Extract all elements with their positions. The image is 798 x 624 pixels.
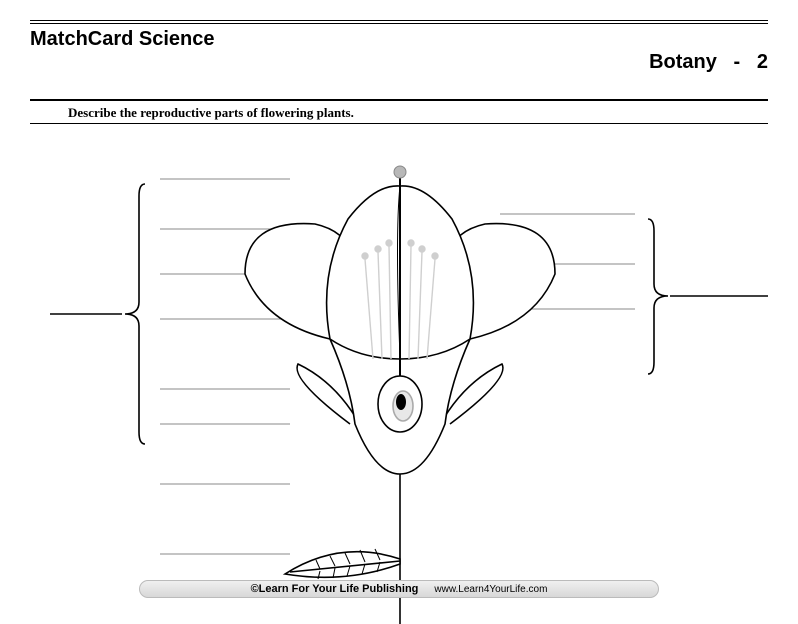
- stigma: [394, 166, 406, 178]
- flower-diagram: [30, 124, 768, 624]
- instruction-text: Describe the reproductive parts of flowe…: [68, 105, 768, 121]
- footer-bar: ©Learn For Your Life Publishing www.Lear…: [139, 580, 659, 598]
- worksheet-page: MatchCard Science Botany - 2 Describe th…: [0, 0, 798, 618]
- footer-url: www.Learn4YourLife.com: [434, 584, 547, 595]
- header-rule-bottom: [30, 99, 768, 101]
- right-brace: [648, 219, 768, 374]
- left-brace: [50, 184, 145, 444]
- header-row: MatchCard Science Botany - 2: [30, 26, 768, 99]
- flower: [245, 166, 555, 624]
- leaf: [285, 549, 400, 579]
- series-title: MatchCard Science: [30, 28, 215, 51]
- diagram-area: [30, 124, 768, 594]
- subject-page: Botany - 2: [616, 28, 768, 97]
- subject-label: Botany: [649, 51, 717, 73]
- ovule-inner: [396, 394, 406, 410]
- footer-copyright: ©Learn For Your Life Publishing: [251, 583, 419, 595]
- page-number: 2: [757, 51, 768, 73]
- separator: -: [734, 51, 741, 73]
- header-rule-top: [30, 20, 768, 24]
